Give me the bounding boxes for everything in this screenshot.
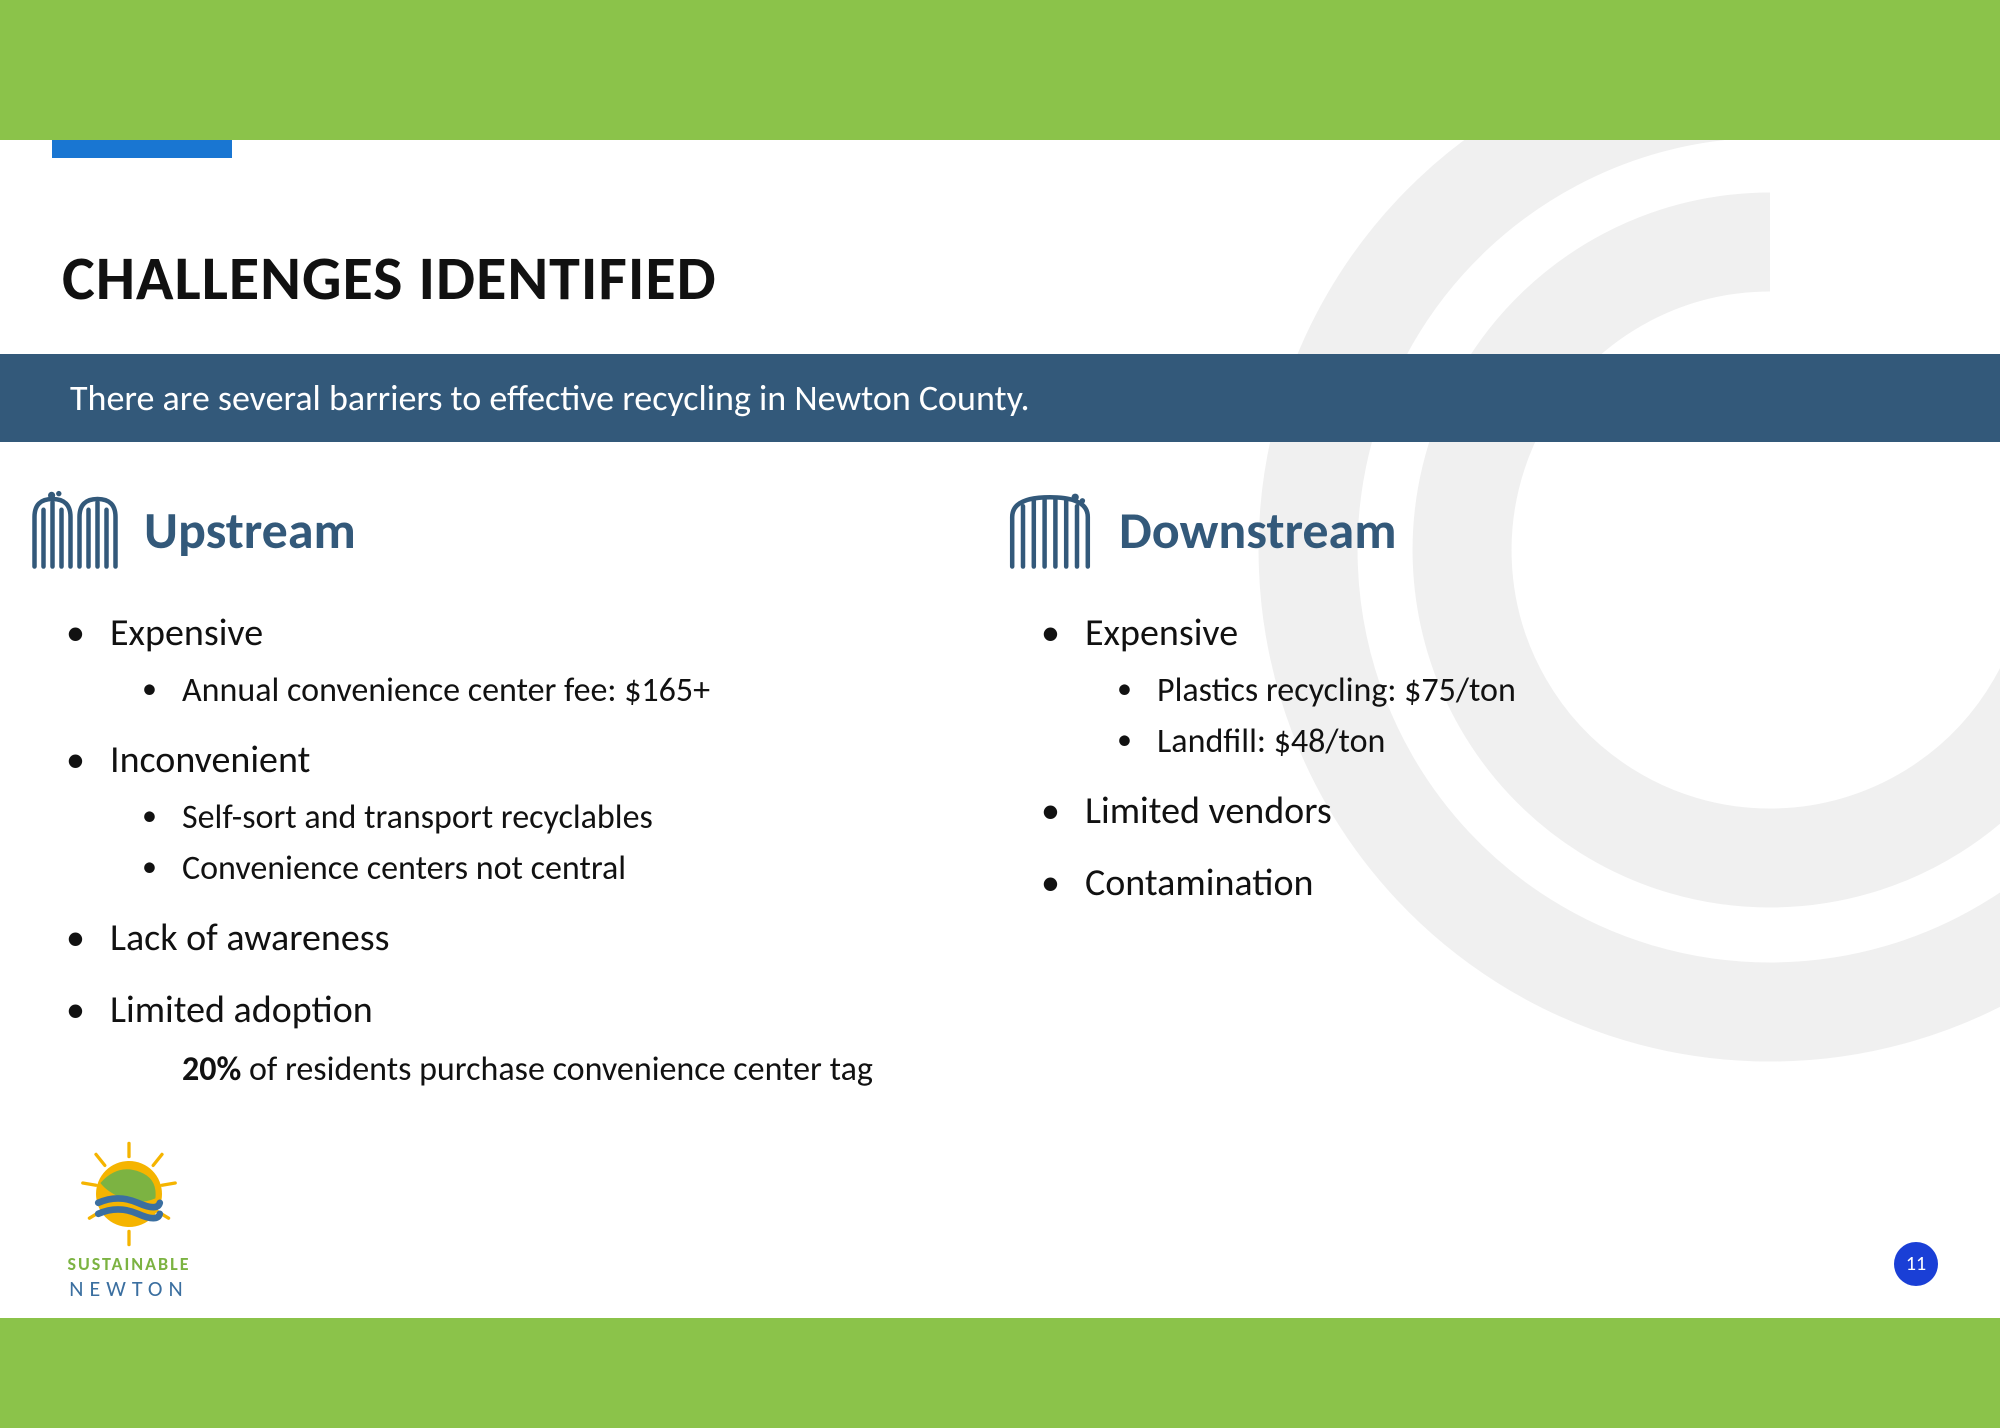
item-label: Lack of awareness <box>110 915 389 961</box>
downstream-header: Downstream <box>1005 490 1940 570</box>
upstream-list: Expensive Annual convenience center fee:… <box>30 610 965 1033</box>
adoption-rest: of residents purchase convenience center… <box>241 1049 873 1090</box>
sub-item: Plastics recycling: $75/ton <box>1157 670 1940 711</box>
sustainable-newton-logo: SUSTAINABLE NEWTON <box>44 1139 214 1302</box>
page-number: 11 <box>1906 1252 1926 1276</box>
subtitle-text: There are several barriers to effective … <box>70 376 1030 420</box>
gate-closed-icon <box>1005 490 1095 570</box>
logo-line2: NEWTON <box>44 1275 214 1302</box>
top-green-bar <box>0 0 2000 140</box>
blue-accent-tab <box>52 140 232 158</box>
item-label: Expensive <box>110 610 263 656</box>
sub-item: Convenience centers not central <box>182 848 965 889</box>
upstream-heading: Upstream <box>144 498 356 562</box>
page-number-badge: 11 <box>1894 1242 1938 1286</box>
gate-open-icon <box>30 490 120 570</box>
upstream-column: Upstream Expensive Annual convenience ce… <box>30 490 965 1090</box>
item-label: Inconvenient <box>110 737 310 783</box>
sub-item: Landfill: $48/ton <box>1157 721 1940 762</box>
downstream-column: Downstream Expensive Plastics recycling:… <box>1005 490 1940 1090</box>
adoption-bold: 20% <box>182 1049 241 1090</box>
list-item: Expensive Annual convenience center fee:… <box>110 610 965 711</box>
downstream-heading: Downstream <box>1119 498 1397 562</box>
list-item: Limited vendors <box>1085 788 1940 834</box>
list-item: Lack of awareness <box>110 915 965 961</box>
list-item: Limited adoption <box>110 987 965 1033</box>
subtitle-bar: There are several barriers to effective … <box>0 354 2000 442</box>
slide-title: CHALLENGES IDENTIFIED <box>62 240 717 316</box>
list-item: Contamination <box>1085 860 1940 906</box>
sub-item: Annual convenience center fee: $165+ <box>182 670 965 711</box>
sub-item: Self-sort and transport recyclables <box>182 797 965 838</box>
item-label: Limited adoption <box>110 987 373 1033</box>
adoption-note: 20% of residents purchase convenience ce… <box>30 1049 965 1090</box>
upstream-header: Upstream <box>30 490 965 570</box>
logo-icon <box>74 1139 184 1249</box>
logo-line1: SUSTAINABLE <box>44 1253 214 1275</box>
item-label: Contamination <box>1085 860 1313 906</box>
slide: CHALLENGES IDENTIFIED There are several … <box>0 0 2000 1428</box>
downstream-list: Expensive Plastics recycling: $75/ton La… <box>1005 610 1940 906</box>
item-label: Expensive <box>1085 610 1238 656</box>
list-item: Expensive Plastics recycling: $75/ton La… <box>1085 610 1940 762</box>
content-columns: Upstream Expensive Annual convenience ce… <box>30 490 1940 1090</box>
item-label: Limited vendors <box>1085 788 1332 834</box>
bottom-green-bar <box>0 1318 2000 1428</box>
list-item: Inconvenient Self-sort and transport rec… <box>110 737 965 889</box>
